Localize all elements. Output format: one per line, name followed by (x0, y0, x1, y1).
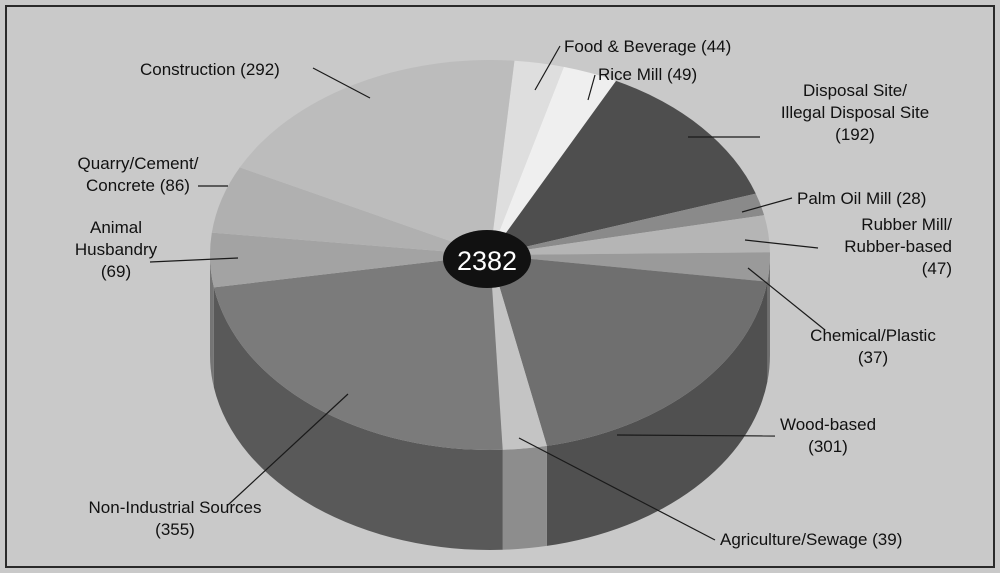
slice-label-food-beverage-44: Food & Beverage (44) (564, 37, 731, 56)
slice-label-rice-mill-49: Rice Mill (49) (598, 65, 697, 84)
slice-label-line: (192) (835, 125, 875, 144)
total-label: 2382 (457, 246, 517, 276)
slice-label-construction-292: Construction (292) (140, 60, 280, 79)
slice-label-line: Animal (90, 218, 142, 237)
total-badge: 2382 (443, 230, 531, 288)
slice-label-line: Non-Industrial Sources (89, 498, 262, 517)
slice-label-line: Chemical/Plastic (810, 326, 936, 345)
slice-label-line: Agriculture/Sewage (39) (720, 530, 902, 549)
slice-label-line: Quarry/Cement/ (78, 154, 199, 173)
slice-label-line: (47) (922, 259, 952, 278)
slice-label-line: (355) (155, 520, 195, 539)
slice-label-line: Palm Oil Mill (28) (797, 189, 926, 208)
slice-label-line: (37) (858, 348, 888, 367)
slice-label-palm-oil-mill-28: Palm Oil Mill (28) (797, 189, 926, 208)
slice-label-line: Concrete (86) (86, 176, 190, 195)
slice-label-line: (301) (808, 437, 848, 456)
slice-label-line: Wood-based (780, 415, 876, 434)
slice-label-line: Illegal Disposal Site (781, 103, 929, 122)
slice-label-agriculture-sewage-39: Agriculture/Sewage (39) (720, 530, 902, 549)
slice-label-line: Rubber-based (844, 237, 952, 256)
slice-label-line: Disposal Site/ (803, 81, 907, 100)
slice-label-line: Construction (292) (140, 60, 280, 79)
pie-side-agriculture-sewage-39 (503, 446, 547, 550)
slice-label-line: Rice Mill (49) (598, 65, 697, 84)
slice-label-line: Husbandry (75, 240, 158, 259)
slice-label-line: Food & Beverage (44) (564, 37, 731, 56)
slice-label-line: Rubber Mill/ (861, 215, 952, 234)
slice-label-line: (69) (101, 262, 131, 281)
